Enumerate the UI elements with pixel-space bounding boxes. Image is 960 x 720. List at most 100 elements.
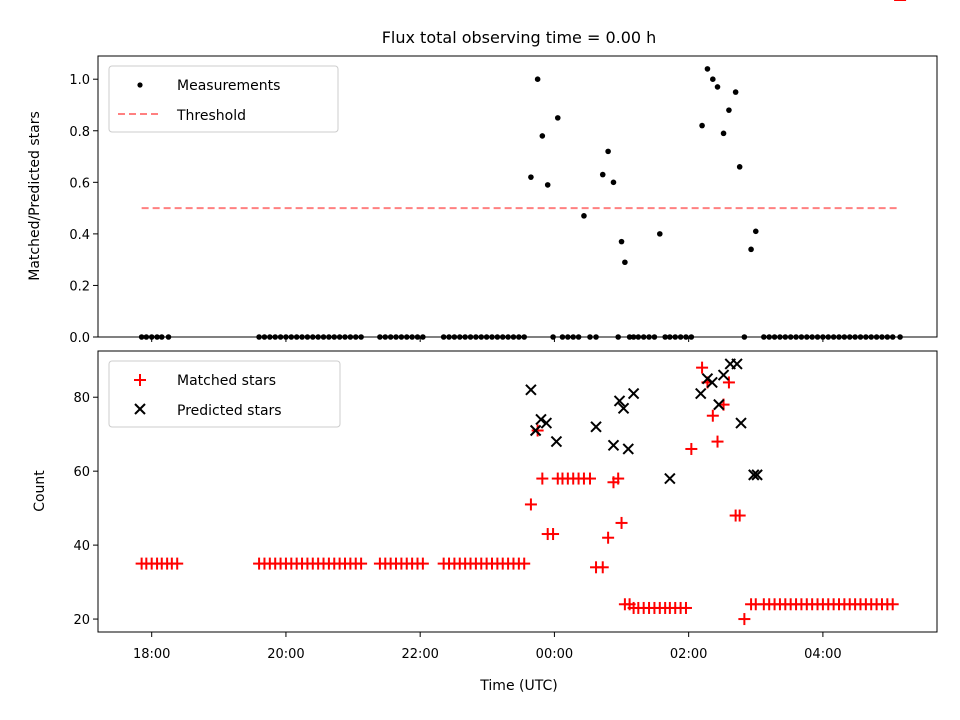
predicted-star-stroke-b [748, 469, 760, 481]
measurement-point [528, 174, 534, 180]
threshold-legend-label: Threshold [176, 108, 246, 124]
top-panel: 0.0 0.2 0.4 0.6 0.8 1.0 Matched/Predicted sta… [27, 55, 938, 346]
matched-star-marker [706, 409, 719, 422]
top-axes-frame [97, 55, 938, 338]
measurement-point [599, 171, 606, 178]
measurement-point [554, 115, 561, 121]
predicted-star-stroke-b [525, 384, 537, 396]
chart-title: Flux total observing time = 0.00 h [382, 28, 657, 47]
predicted-star-stroke-b [713, 398, 725, 411]
predicted-star-marker [751, 469, 763, 481]
top-legend: Measurements Threshold [108, 65, 339, 133]
matched-star-marker [547, 528, 560, 541]
predicted-star-marker [713, 398, 725, 411]
measurement-point [534, 76, 541, 83]
top-y-axis-label: Matched/Predicted stars [27, 111, 43, 281]
bottom-x-tick-label: 00:00 [536, 647, 573, 662]
bottom-y-axis-label: Count [32, 470, 48, 512]
predicted-star-stroke-b [529, 424, 542, 437]
predicted-star-stroke-b [706, 376, 718, 389]
predicted-star-marker [525, 384, 537, 396]
predicted-star-stroke-b [731, 358, 743, 370]
measurement-point [714, 84, 721, 90]
matched-star-marker [733, 509, 746, 522]
top-y-tick-label: 0.2 [69, 279, 90, 294]
predicted-star-marker [627, 387, 640, 400]
measurement-point [544, 182, 551, 188]
predicted-star-stroke-b [607, 439, 620, 451]
predicted-star-stroke-b [751, 469, 763, 481]
predicted-star-marker [540, 417, 553, 429]
bottom-ticks: 20 40 60 80 18:00 20:00 22:00 00:00 02:00 04:00 [73, 391, 841, 662]
measurements-legend-marker [137, 82, 143, 88]
predicted-star-marker [748, 469, 760, 481]
bottom-y-tick-label: 60 [73, 465, 90, 480]
predicted-star-stroke-b [590, 421, 602, 433]
predicted-star-marker [706, 376, 718, 389]
matched-star-marker [722, 376, 735, 389]
top-legend-box [108, 65, 339, 133]
predicted-star-marker [617, 402, 630, 415]
bottom-y-tick-label: 40 [73, 539, 90, 554]
matched-star-marker [711, 435, 724, 448]
matched-star-marker [524, 498, 537, 511]
top-y-tick-label: 1.0 [69, 73, 90, 88]
predicted-star-stroke-b [550, 435, 563, 448]
measurement-point [539, 133, 546, 139]
matched-star-marker [518, 557, 531, 570]
measurement-point [618, 238, 625, 245]
matched-legend-marker [134, 374, 146, 386]
predicted-star-stroke-b [627, 387, 640, 400]
bottom-x-tick-label: 02:00 [670, 647, 707, 662]
matched-star-marker [531, 424, 544, 437]
bottom-legend-box [108, 360, 341, 428]
predicted-star-marker [735, 417, 747, 429]
predicted-star-marker [607, 439, 620, 451]
matched-star-marker [696, 361, 709, 374]
measurement-point [610, 179, 617, 186]
measurement-point [704, 66, 711, 72]
predicted-star-stroke-b [664, 472, 676, 485]
predicted-stars-points [525, 358, 763, 485]
measurement-point [605, 148, 611, 155]
predicted-star-marker [695, 387, 707, 400]
measurement-point [699, 122, 705, 129]
predicted-star-marker [717, 369, 730, 381]
matched-star-marker [612, 472, 625, 485]
top-y-tick-label: 0.0 [69, 331, 90, 346]
predicted-legend-marker [134, 403, 146, 415]
measurement-point [748, 246, 754, 253]
bottom-y-tick-label: 20 [73, 613, 90, 628]
measurement-point [656, 231, 663, 237]
predicted-star-stroke-b [540, 417, 553, 429]
measurement-point [736, 164, 743, 170]
predicted-star-marker [535, 413, 547, 426]
predicted-star-marker [550, 435, 563, 448]
measurement-point [732, 89, 739, 95]
matched-star-marker [886, 598, 899, 611]
measurements-legend-label: Measurements [177, 78, 280, 94]
predicted-star-marker [622, 443, 634, 455]
bottom-panel: 20 40 60 80 18:00 20:00 22:00 00:00 02:00 04:00 C… [32, 0, 938, 694]
predicted-star-stroke-b [535, 413, 547, 426]
predicted-star-marker [529, 424, 542, 437]
measurement-point [720, 130, 727, 137]
predicted-star-stroke-b [717, 369, 730, 381]
matched-star-marker [416, 557, 429, 570]
bottom-x-tick-label: 20:00 [267, 647, 304, 662]
top-y-tick-label: 0.8 [69, 125, 90, 140]
top-y-ticks: 0.0 0.2 0.4 0.6 0.8 1.0 [69, 73, 824, 346]
matched-star-marker [355, 557, 368, 570]
matched-star-marker [171, 557, 184, 570]
matched-star-marker [583, 472, 596, 485]
measurement-point [752, 228, 759, 235]
predicted-star-stroke-b [735, 417, 747, 429]
predicted-star-marker [664, 472, 676, 485]
bottom-axes-frame [97, 350, 938, 633]
top-y-tick-label: 0.6 [69, 176, 90, 191]
bottom-x-tick-label: 22:00 [401, 647, 438, 662]
measurement-point [622, 259, 628, 266]
predicted-star-stroke-b [613, 395, 626, 407]
predicted-star-stroke-b [695, 387, 707, 400]
